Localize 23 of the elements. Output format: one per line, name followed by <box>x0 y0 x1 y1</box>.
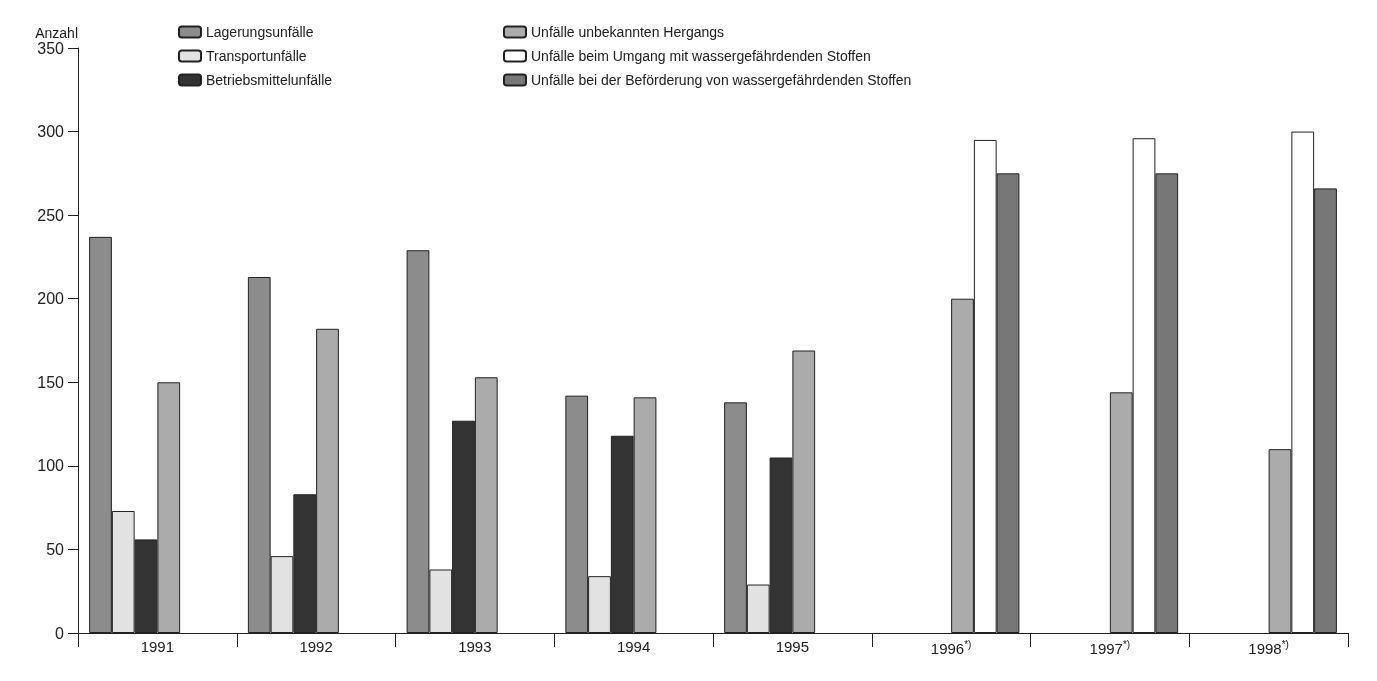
x-tick-label: 1993 <box>458 638 492 655</box>
legend-label: Unfälle beim Umgang mit wassergefährdenden Stoffen <box>531 48 871 64</box>
y-tick-label: 100 <box>37 457 65 475</box>
x-tick-label: 1991 <box>140 638 175 655</box>
x-tick-label: 1998*) <box>1248 638 1289 657</box>
x-tick-label: 1994 <box>616 638 651 655</box>
legend-label: Transportunfälle <box>206 48 307 64</box>
y-tick-label: 350 <box>37 39 65 57</box>
legend-label: Unfälle bei der Beförderung von wassergefährdenden Stoffen <box>531 72 912 88</box>
y-tick-label: 150 <box>37 373 65 391</box>
x-tick-label: 1997*) <box>1089 638 1131 657</box>
y-tick-label: 300 <box>37 123 65 141</box>
y-tick-label: 250 <box>37 206 65 224</box>
x-tick-label: 1995 <box>775 638 810 655</box>
y-tick-label: 50 <box>46 540 65 558</box>
y-axis-title: Anzahl <box>35 25 78 41</box>
legend-label: Lagerungsunfälle <box>206 24 314 40</box>
legend-label: Unfälle unbekannten Hergangs <box>531 24 725 40</box>
y-tick-label: 200 <box>37 290 65 308</box>
x-tick-label: 1996*) <box>930 638 972 657</box>
legend-label: Betriebsmittelunfälle <box>206 72 333 88</box>
y-tick-label: 0 <box>55 624 65 642</box>
x-tick-label: 1992 <box>299 638 333 655</box>
